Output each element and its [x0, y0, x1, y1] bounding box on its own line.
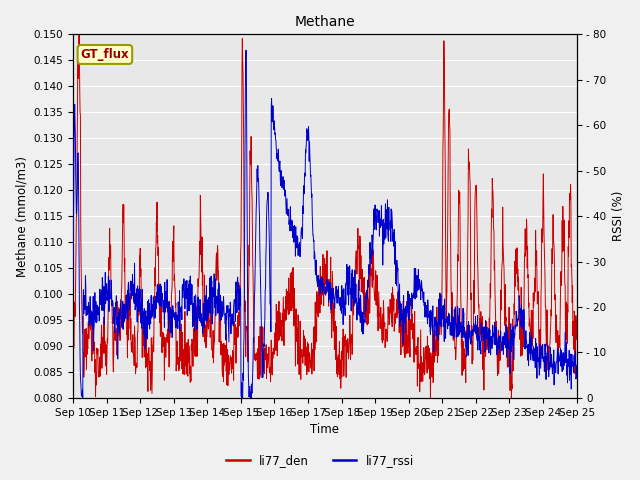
Text: GT_flux: GT_flux [81, 48, 129, 61]
Title: Methane: Methane [294, 15, 355, 29]
Legend: li77_den, li77_rssi: li77_den, li77_rssi [221, 449, 419, 472]
Y-axis label: RSSI (%): RSSI (%) [612, 191, 625, 241]
Y-axis label: Methane (mmol/m3): Methane (mmol/m3) [15, 156, 28, 276]
X-axis label: Time: Time [310, 423, 339, 436]
